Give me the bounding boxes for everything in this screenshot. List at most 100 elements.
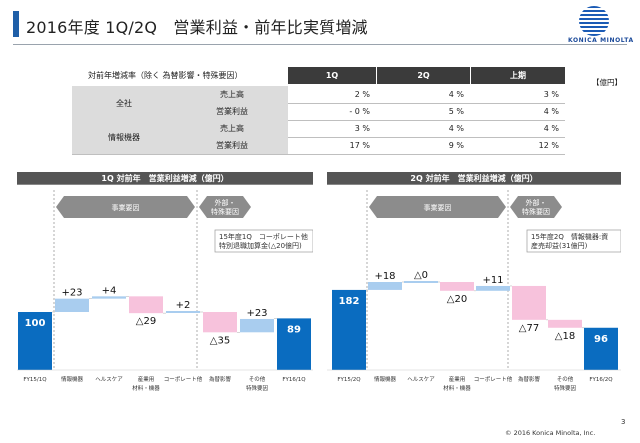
data-label: △20 <box>447 294 467 305</box>
table-row-divider <box>176 137 565 138</box>
external-factor-label: 特殊要因 <box>522 207 550 216</box>
table-column-header: 2Q <box>377 67 470 84</box>
chart2-title: 2Q 対前年 営業利益増減（億円） <box>327 172 621 184</box>
table-cell: 4 % <box>543 124 559 133</box>
table-row-label: 売上高 <box>176 120 288 137</box>
category-label: コーポレート他 <box>164 375 203 383</box>
annotation-text: 特別退職加算金(△20億円) <box>219 241 302 250</box>
annotation-box <box>214 229 313 253</box>
data-label: △0 <box>414 270 428 281</box>
chart1-title-rule <box>17 184 313 185</box>
decrease-bar <box>512 285 546 320</box>
external-factor-arrow <box>510 196 562 218</box>
table-cell: 3 % <box>543 90 559 99</box>
data-label: 100 <box>25 318 46 329</box>
table-cell: 4 % <box>448 90 464 99</box>
category-label: 材料・機器 <box>443 384 471 392</box>
category-label: その他 <box>249 375 266 383</box>
increase-bar <box>476 285 510 291</box>
category-label: 産業用 <box>449 375 466 383</box>
table-row-label: 営業利益 <box>176 137 288 154</box>
table-row-divider <box>72 154 565 155</box>
category-label: 特殊要因 <box>554 384 577 392</box>
category-label: 情報機器 <box>61 375 84 383</box>
table-cell: 4 % <box>543 107 559 116</box>
table-row-divider <box>72 120 565 121</box>
increase-bar <box>55 298 89 312</box>
category-label: 産業用 <box>138 375 155 383</box>
table-cell: 3 % <box>354 124 370 133</box>
table-cell: 9 % <box>448 141 464 150</box>
data-label: +11 <box>482 275 503 286</box>
increase-bar <box>92 296 126 299</box>
category-label: 材料・機器 <box>132 384 160 392</box>
logo-brand-text: KONICA MINOLTA <box>568 37 634 44</box>
external-factor-arrow <box>199 196 251 218</box>
data-label: △18 <box>555 331 575 342</box>
increase-bar <box>368 282 402 290</box>
data-label: △77 <box>519 323 539 334</box>
total-bar <box>584 327 618 370</box>
external-factor-label: 外部・ <box>215 198 236 207</box>
decrease-bar <box>129 296 163 314</box>
increase-bar <box>404 281 438 283</box>
business-factor-label: 事業要因 <box>112 203 140 212</box>
external-factor-label: 外部・ <box>526 198 547 207</box>
external-factor-label: 特殊要因 <box>211 207 239 216</box>
category-label: 情報機器 <box>374 375 397 383</box>
annotation-box <box>526 229 621 253</box>
category-label: ヘルスケア <box>95 376 123 383</box>
increase-bar <box>240 318 274 333</box>
annotation-text: 15年度2Q 情報機器:資 <box>531 232 608 241</box>
category-label: コーポレート他 <box>474 375 513 383</box>
data-label: △29 <box>136 316 156 327</box>
data-label: +2 <box>176 300 191 311</box>
table-row-label: 売上高 <box>176 86 288 103</box>
table-column-header: 上期 <box>471 67 565 84</box>
category-label: 為替影響 <box>209 375 232 383</box>
table-cell: - 0 % <box>349 107 370 116</box>
category-label: その他 <box>557 375 574 383</box>
category-label: FY16/2Q <box>589 377 613 383</box>
data-label: +23 <box>61 288 82 299</box>
table-unit-label: 【億円】 <box>592 78 622 87</box>
category-label: 為替影響 <box>518 375 541 383</box>
total-bar <box>18 312 52 370</box>
category-label: FY15/1Q <box>23 377 47 383</box>
table-cell: 12 % <box>538 141 559 150</box>
table-row-divider <box>176 103 565 104</box>
chart1-title: 1Q 対前年 営業利益増減（億円） <box>17 172 313 184</box>
decrease-bar <box>548 319 582 328</box>
page-title: 2016年度 1Q/2Q 営業利益・前年比実質増減 <box>26 18 368 37</box>
business-factor-label: 事業要因 <box>424 203 452 212</box>
data-label: +23 <box>246 308 267 319</box>
table-cell: 17 % <box>349 141 370 150</box>
total-bar <box>332 289 366 370</box>
konica-minolta-logo-icon <box>579 6 609 36</box>
table-group-label: 情報機器 <box>72 120 176 154</box>
category-label: 特殊要因 <box>246 384 269 392</box>
data-label: +18 <box>374 271 395 282</box>
copyright-footer: © 2016 Konica Minolta, Inc. <box>505 429 596 437</box>
category-label: ヘルスケア <box>407 376 435 383</box>
annotation-text: 15年度1Q コーポレート他 <box>219 232 308 241</box>
title-accent-bar <box>13 11 19 37</box>
table-cell: 4 % <box>448 124 464 133</box>
increase-bar <box>166 311 200 313</box>
total-bar <box>277 318 311 370</box>
table-group-label: 全社 <box>72 86 176 120</box>
category-label: FY15/2Q <box>337 377 361 383</box>
category-label: FY16/1Q <box>282 377 306 383</box>
data-label: +4 <box>102 285 117 296</box>
title-divider <box>13 44 627 45</box>
table-cell: 5 % <box>448 107 464 116</box>
annotation-text: 産売却益(31億円) <box>531 241 588 250</box>
chart2-title-rule <box>327 184 621 185</box>
business-factor-arrow <box>56 196 195 218</box>
decrease-bar <box>440 282 474 291</box>
page-number: 3 <box>621 418 626 426</box>
table-caption: 対前年増減率（除く 為替影響・特殊要因） <box>88 71 243 80</box>
data-label: 182 <box>339 296 360 307</box>
